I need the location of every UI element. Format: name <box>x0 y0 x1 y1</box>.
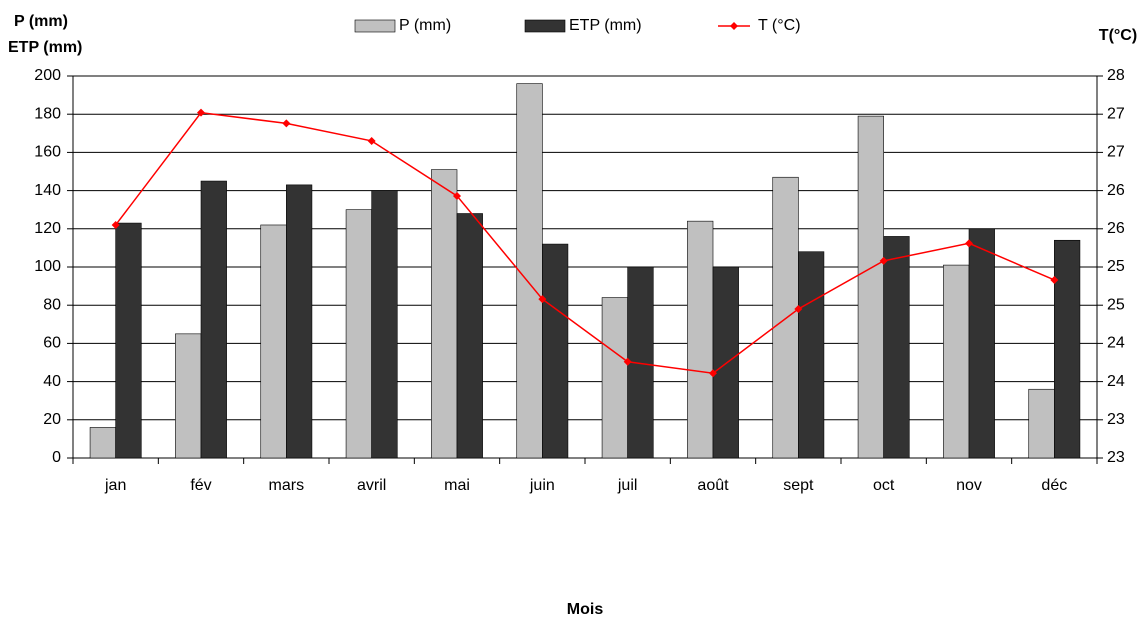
legend-swatch <box>730 22 738 30</box>
marker <box>111 220 120 229</box>
bar <box>943 264 970 459</box>
bar <box>286 184 313 459</box>
x-tick-label: juin <box>529 477 555 494</box>
x-tick-label: fév <box>190 477 211 494</box>
y2-tick-label: 25 <box>1107 258 1125 275</box>
x-axis-title: Mois <box>567 601 604 618</box>
bar <box>883 236 910 459</box>
y2-tick-label: 27 <box>1107 105 1125 122</box>
marker <box>1050 275 1059 284</box>
legend-label: P (mm) <box>399 17 451 34</box>
bar <box>456 213 483 459</box>
bar <box>516 83 543 459</box>
bar <box>687 220 714 459</box>
y-tick-label: 100 <box>34 258 61 275</box>
marker <box>965 239 973 248</box>
y2-axis-title: T(°C) <box>1099 27 1137 44</box>
x-tick-label: oct <box>873 477 895 494</box>
y-tick-label: 0 <box>52 449 61 466</box>
y2-tick-label: 23 <box>1107 449 1125 466</box>
y-tick-label: 140 <box>34 182 61 199</box>
bar <box>1054 239 1081 459</box>
y-tick-label: 180 <box>34 105 61 122</box>
bar <box>345 209 372 459</box>
y-tick-label: 160 <box>34 144 61 161</box>
y-axis-title: P (mm) <box>14 13 68 30</box>
marker <box>623 357 632 366</box>
y2-tick-label: 26 <box>1107 182 1125 199</box>
x-tick-label: nov <box>956 477 982 494</box>
bar <box>371 190 398 459</box>
bar <box>601 297 628 459</box>
y-tick-label: 200 <box>34 67 61 84</box>
y2-tick-label: 25 <box>1107 296 1125 313</box>
x-tick-label: août <box>697 477 729 494</box>
legend-swatch <box>524 19 566 33</box>
y-tick-label: 20 <box>43 411 61 428</box>
bar <box>798 251 825 459</box>
bar <box>200 180 227 459</box>
x-tick-label: sept <box>783 477 814 494</box>
bar <box>712 266 739 459</box>
y2-tick-label: 23 <box>1107 411 1125 428</box>
y2-tick-label: 27 <box>1107 144 1125 161</box>
bar <box>968 228 995 459</box>
legend-label: ETP (mm) <box>569 17 642 34</box>
x-tick-label: déc <box>1041 477 1067 494</box>
bar <box>89 427 116 459</box>
y-tick-label: 80 <box>43 296 61 313</box>
x-tick-label: mars <box>269 477 305 494</box>
marker <box>794 305 803 314</box>
marker <box>367 136 376 145</box>
line <box>115 111 1055 374</box>
x-tick-label: juil <box>617 477 638 494</box>
marker <box>879 256 888 265</box>
y-axis-title: ETP (mm) <box>8 39 82 56</box>
y-tick-label: 40 <box>43 373 61 390</box>
bar <box>175 333 202 459</box>
marker <box>709 369 717 378</box>
bar <box>115 222 142 459</box>
x-tick-label: mai <box>444 477 470 494</box>
marker <box>282 119 291 128</box>
bar <box>542 243 569 459</box>
x-tick-label: jan <box>104 477 126 494</box>
x-tick-label: avril <box>357 477 386 494</box>
y-tick-label: 60 <box>43 335 61 352</box>
bar <box>857 115 884 459</box>
marker <box>538 295 547 304</box>
y-tick-label: 120 <box>34 220 61 237</box>
bar <box>772 176 799 459</box>
y2-tick-label: 24 <box>1107 373 1125 390</box>
bar <box>431 169 458 459</box>
bar <box>1028 388 1055 459</box>
y2-tick-label: 28 <box>1107 67 1125 84</box>
legend-swatch <box>354 19 396 33</box>
marker <box>197 108 205 117</box>
bar <box>260 224 287 459</box>
y2-tick-label: 26 <box>1107 220 1125 237</box>
y2-tick-label: 24 <box>1107 335 1125 352</box>
marker <box>453 191 461 200</box>
legend-label: T (°C) <box>758 17 801 34</box>
